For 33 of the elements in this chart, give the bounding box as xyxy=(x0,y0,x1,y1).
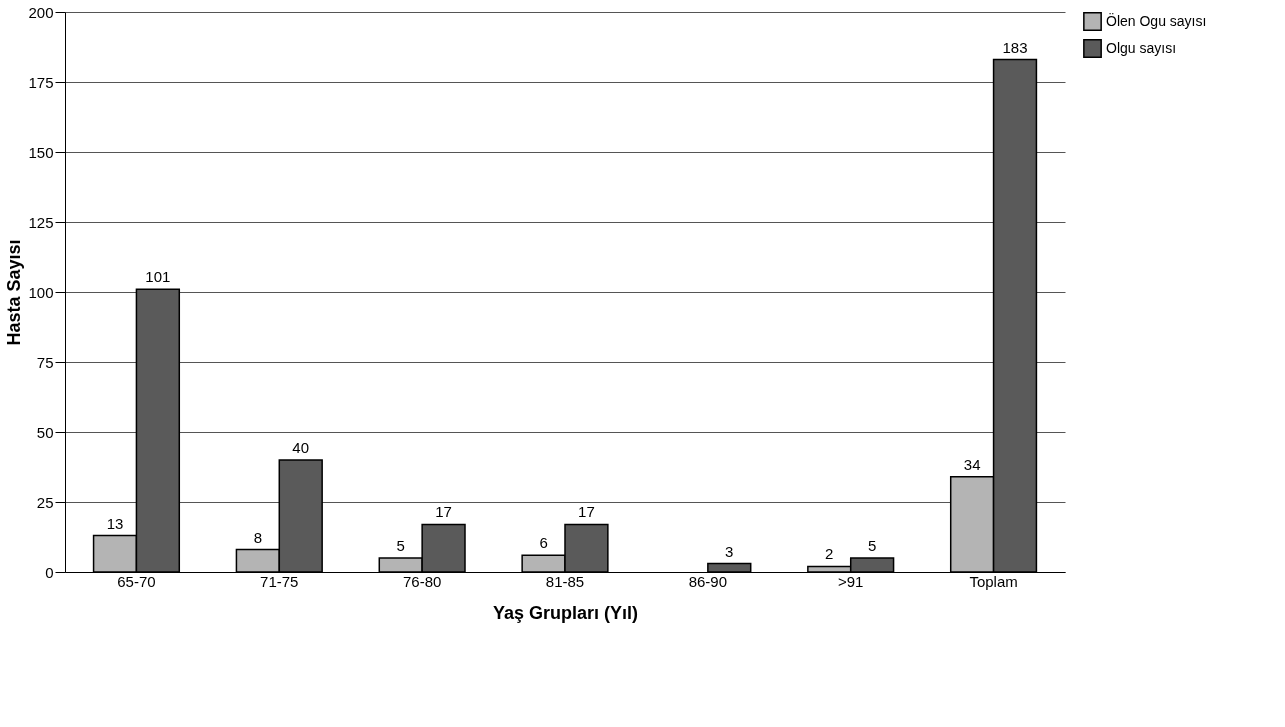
data-label: 17 xyxy=(578,503,595,521)
data-label: 3 xyxy=(725,542,734,560)
data-label: 17 xyxy=(435,503,452,521)
x-tick-label: 86-90 xyxy=(688,572,728,590)
y-axis-title: Hasta Sayısı xyxy=(4,239,25,346)
y-tick-label: 0 xyxy=(45,563,54,581)
data-label: 2 xyxy=(825,545,834,563)
x-axis-title: Yaş Grupları (Yıl) xyxy=(492,602,639,623)
x-tick-label: Toplam xyxy=(969,572,1018,590)
x-tick-label: >91 xyxy=(837,572,864,590)
y-tick-label: 150 xyxy=(28,143,54,161)
data-label: 5 xyxy=(867,537,877,554)
y-tick-label: 50 xyxy=(36,423,54,441)
x-tick-label: 71-75 xyxy=(260,572,299,590)
data-label: 34 xyxy=(963,455,981,473)
legend-label: Olgu sayısı xyxy=(1106,39,1177,56)
data-label: 8 xyxy=(253,528,263,546)
y-tick-label: 175 xyxy=(28,73,54,91)
legend-label: Ölen Ogu sayısı xyxy=(1106,11,1207,29)
y-tick-label: 75 xyxy=(36,353,54,371)
y-tick-label: 200 xyxy=(28,3,54,21)
data-label: 101 xyxy=(145,268,171,286)
data-label: 13 xyxy=(106,514,124,532)
y-tick-label: 125 xyxy=(28,213,54,231)
x-tick-label: 81-85 xyxy=(545,572,585,590)
y-tick-label: 25 xyxy=(36,493,54,511)
data-label: 5 xyxy=(396,537,405,554)
x-tick-label: 76-80 xyxy=(402,572,442,590)
data-label: 183 xyxy=(1002,38,1028,56)
x-tick-label: 65-70 xyxy=(117,572,156,590)
y-tick-label: 100 xyxy=(28,283,54,301)
data-label: 6 xyxy=(539,534,548,552)
data-label: 40 xyxy=(292,439,310,456)
